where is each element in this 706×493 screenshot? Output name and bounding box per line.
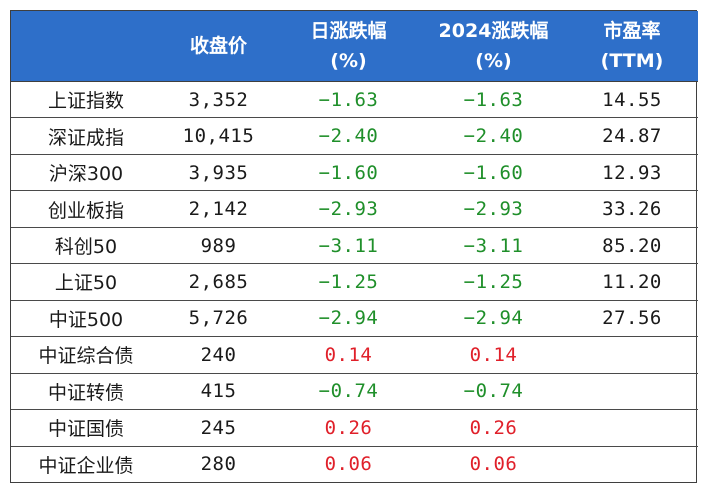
pe-ratio-cell: 33.26	[566, 190, 698, 228]
header-pe-ratio-label: 市盈率	[603, 20, 661, 42]
index-name-cell: 上证指数	[11, 80, 161, 118]
ytd-change-cell: −1.60	[421, 153, 566, 191]
market-table: 收盘价 日涨跌幅 (%) 2024涨跌幅 (%) 市盈率 (TTM) 上证指数 3…	[11, 11, 698, 482]
close-price-cell: 5,726	[161, 299, 276, 337]
header-ytd-change-label: 2024涨跌幅	[438, 20, 549, 42]
ytd-change-cell: 0.26	[421, 409, 566, 447]
table-row: 上证指数 3,352 −1.63 −1.63 14.55	[11, 80, 698, 118]
pe-ratio-cell: 14.55	[566, 80, 698, 118]
pe-ratio-cell	[566, 336, 698, 374]
daily-change-cell: 0.14	[276, 336, 421, 374]
index-name-cell: 中证转债	[11, 372, 161, 410]
header-pe-ratio: 市盈率 (TTM)	[566, 11, 698, 82]
pe-ratio-cell	[566, 445, 698, 482]
daily-change-cell: 0.26	[276, 409, 421, 447]
header-daily-change-unit: (%)	[330, 50, 367, 72]
close-price-cell: 415	[161, 372, 276, 410]
index-name-cell: 中证综合债	[11, 336, 161, 374]
table-row: 中证企业债 280 0.06 0.06	[11, 445, 698, 482]
daily-change-cell: −2.94	[276, 299, 421, 337]
daily-change-cell: −2.40	[276, 117, 421, 155]
table-row: 创业板指 2,142 −2.93 −2.93 33.26	[11, 190, 698, 228]
close-price-cell: 3,352	[161, 80, 276, 118]
index-name-cell: 中证企业债	[11, 445, 161, 482]
table-row: 中证转债 415 −0.74 −0.74	[11, 372, 698, 410]
pe-ratio-cell	[566, 409, 698, 447]
index-name-cell: 沪深300	[11, 153, 161, 191]
header-daily-change: 日涨跌幅 (%)	[276, 11, 421, 82]
ytd-change-cell: −1.25	[421, 263, 566, 301]
header-pe-ratio-unit: (TTM)	[600, 50, 664, 72]
close-price-cell: 10,415	[161, 117, 276, 155]
header-daily-change-label: 日涨跌幅	[310, 20, 387, 42]
close-price-cell: 2,685	[161, 263, 276, 301]
index-name-cell: 中证500	[11, 299, 161, 337]
table-row: 科创50 989 −3.11 −3.11 85.20	[11, 226, 698, 264]
ytd-change-cell: 0.14	[421, 336, 566, 374]
table-row: 上证50 2,685 −1.25 −1.25 11.20	[11, 263, 698, 301]
pe-ratio-cell	[566, 372, 698, 410]
table-row: 中证国债 245 0.26 0.26	[11, 409, 698, 447]
ytd-change-cell: −3.11	[421, 226, 566, 264]
table-row: 深证成指 10,415 −2.40 −2.40 24.87	[11, 117, 698, 155]
daily-change-cell: 0.06	[276, 445, 421, 482]
pe-ratio-cell: 11.20	[566, 263, 698, 301]
header-index-name	[11, 11, 161, 82]
close-price-cell: 3,935	[161, 153, 276, 191]
daily-change-cell: −2.93	[276, 190, 421, 228]
close-price-cell: 240	[161, 336, 276, 374]
index-name-cell: 中证国债	[11, 409, 161, 447]
pe-ratio-cell: 85.20	[566, 226, 698, 264]
table-row: 中证500 5,726 −2.94 −2.94 27.56	[11, 299, 698, 337]
header-ytd-change-unit: (%)	[475, 50, 512, 72]
daily-change-cell: −1.60	[276, 153, 421, 191]
pe-ratio-cell: 27.56	[566, 299, 698, 337]
ytd-change-cell: −2.93	[421, 190, 566, 228]
market-table-container: 收盘价 日涨跌幅 (%) 2024涨跌幅 (%) 市盈率 (TTM) 上证指数 3…	[10, 10, 698, 483]
header-close-price: 收盘价	[161, 11, 276, 82]
header-ytd-change: 2024涨跌幅 (%)	[421, 11, 566, 82]
ytd-change-cell: −1.63	[421, 80, 566, 118]
close-price-cell: 989	[161, 226, 276, 264]
pe-ratio-cell: 24.87	[566, 117, 698, 155]
ytd-change-cell: −0.74	[421, 372, 566, 410]
ytd-change-cell: 0.06	[421, 445, 566, 482]
index-name-cell: 创业板指	[11, 190, 161, 228]
table-row: 中证综合债 240 0.14 0.14	[11, 336, 698, 374]
header-close-price-label: 收盘价	[189, 35, 247, 57]
close-price-cell: 245	[161, 409, 276, 447]
table-row: 沪深300 3,935 −1.60 −1.60 12.93	[11, 153, 698, 191]
ytd-change-cell: −2.40	[421, 117, 566, 155]
close-price-cell: 2,142	[161, 190, 276, 228]
daily-change-cell: −1.25	[276, 263, 421, 301]
daily-change-cell: −1.63	[276, 80, 421, 118]
daily-change-cell: −0.74	[276, 372, 421, 410]
table-body: 上证指数 3,352 −1.63 −1.63 14.55 深证成指 10,415 −2.40−…	[11, 80, 698, 482]
daily-change-cell: −3.11	[276, 226, 421, 264]
close-price-cell: 280	[161, 445, 276, 482]
index-name-cell: 科创50	[11, 226, 161, 264]
index-name-cell: 深证成指	[11, 117, 161, 155]
index-name-cell: 上证50	[11, 263, 161, 301]
ytd-change-cell: −2.94	[421, 299, 566, 337]
table-header-row: 收盘价 日涨跌幅 (%) 2024涨跌幅 (%) 市盈率 (TTM)	[11, 11, 698, 82]
pe-ratio-cell: 12.93	[566, 153, 698, 191]
